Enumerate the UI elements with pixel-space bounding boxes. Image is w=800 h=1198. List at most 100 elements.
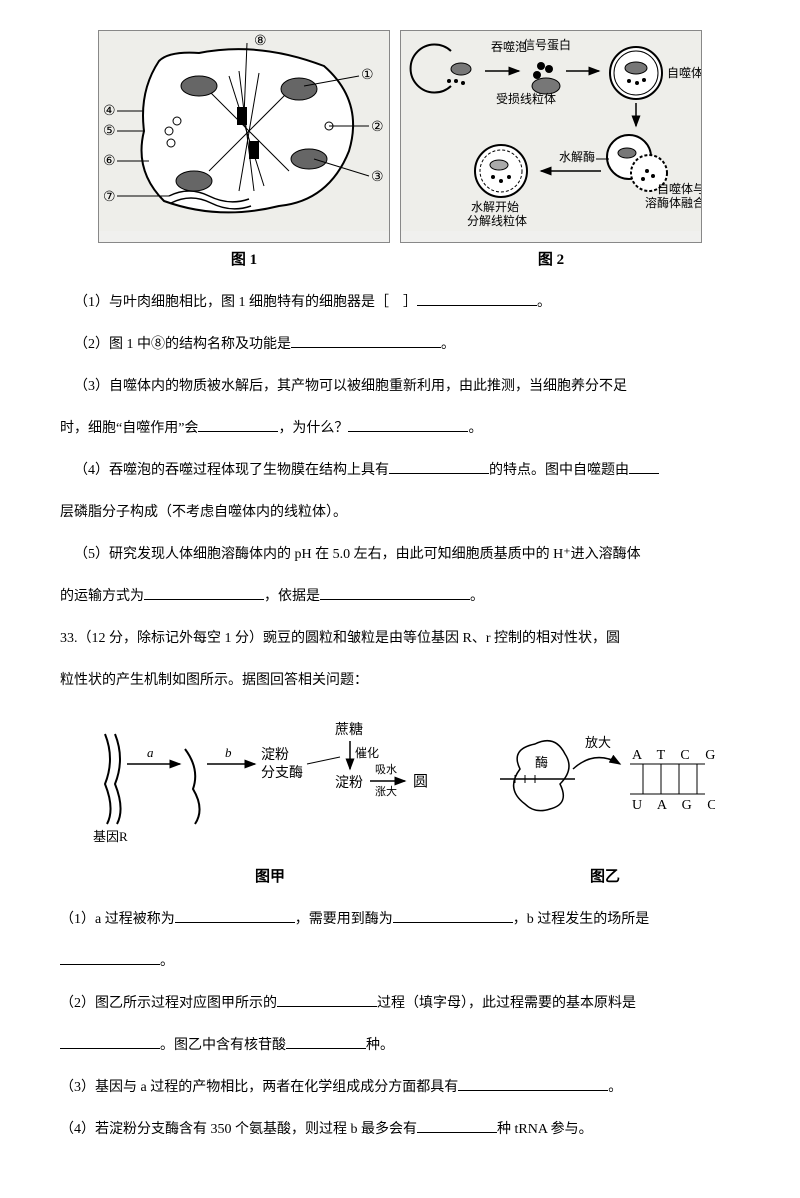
label-8: ⑧ — [254, 34, 267, 49]
q4b: 的特点。图中自噬题由 — [489, 463, 629, 478]
q4c: 层磷脂分子构成（不考虑自噬体内的线粒体）。 — [60, 505, 347, 520]
s2-blank3[interactable] — [286, 1034, 366, 1049]
label-6: ⑥ — [103, 154, 116, 169]
s1-blank2[interactable] — [393, 908, 513, 923]
s1d: 。 — [160, 954, 174, 969]
figure-row-2: 基因R a b 淀粉 分支酶 蔗糖 催化 淀粉 — [60, 709, 740, 892]
s2a: （2）图乙所示过程对应图甲所示的 — [60, 996, 277, 1011]
autophagy-svg: 吞噬泡 信号蛋白 受损线粒体 — [401, 31, 701, 231]
figyi-svg: 酶 放大 A T C G U A G C — [495, 709, 715, 849]
label-3: ③ — [371, 170, 384, 185]
fig1-caption: 图 1 — [98, 243, 390, 275]
s3: （3）基因与 a 过程的产物相比，两者在化学组成成分方面都具有 。 — [60, 1074, 740, 1102]
figyi-caption: 图乙 — [495, 860, 715, 892]
s4-blank[interactable] — [417, 1118, 497, 1133]
s2b: 过程（填字母），此过程需要的基本原料是 — [377, 996, 636, 1011]
label-7: ⑦ — [103, 190, 116, 205]
q33a: 33.（12 分，除标记外每空 1 分）豌豆的圆粒和皱粒是由等位基因 R、r 控… — [60, 631, 620, 646]
fig2-begin1: 水解开始 — [471, 200, 519, 214]
mei: 酶 — [535, 755, 548, 770]
fig2-hydrolase: 水解酶 — [559, 149, 595, 164]
figjia-svg: 基因R a b 淀粉 分支酶 蔗糖 催化 淀粉 — [85, 709, 455, 849]
q5c: ，依据是 — [264, 589, 320, 604]
sucrose: 蔗糖 — [335, 722, 363, 738]
q3a: （3）自噬体内的物质被水解后，其产物可以被细胞重新利用，由此推测，当细胞养分不足 — [74, 379, 627, 394]
swell: 涨大 — [375, 784, 397, 798]
fig2-fus1: 自噬体与 — [657, 181, 701, 196]
q5-line2: 的运输方式为 ，依据是 。 — [60, 583, 740, 611]
fig1-box: ⑧ ① ② ③ ④ ⑤ ⑥ ⑦ — [98, 30, 390, 243]
s1b: ，需要用到酶为 — [295, 912, 393, 927]
q1-end: 。 — [537, 295, 551, 310]
figyi-wrapper: 酶 放大 A T C G U A G C 图乙 — [495, 709, 715, 892]
fig2-auto: 自噬体 — [667, 65, 701, 80]
figure-row-1: ⑧ ① ② ③ ④ ⑤ ⑥ ⑦ 图 1 — [60, 30, 740, 275]
cell-diagram-svg: ⑧ ① ② ③ ④ ⑤ ⑥ ⑦ — [99, 31, 389, 231]
s3a: （3）基因与 a 过程的产物相比，两者在化学组成成分方面都具有 — [60, 1080, 458, 1095]
row2: U A G C — [632, 798, 715, 813]
round: 圆 — [413, 774, 428, 790]
q5d: 。 — [470, 589, 484, 604]
q1-text: （1）与叶肉细胞相比，图 1 细胞特有的细胞器是［ ］ — [74, 295, 417, 310]
s4b: 种 tRNA 参与。 — [497, 1122, 593, 1137]
s4a: （4）若淀粉分支酶含有 350 个氨基酸，则过程 b 最多会有 — [60, 1122, 417, 1137]
q3d: 。 — [468, 421, 482, 436]
fig2-damaged: 受损线粒体 — [496, 91, 556, 106]
q4-blank2[interactable] — [629, 459, 659, 474]
s3b: 。 — [608, 1080, 622, 1095]
q4-line2: 层磷脂分子构成（不考虑自噬体内的线粒体）。 — [60, 499, 740, 527]
s1a: （1）a 过程被称为 — [60, 912, 175, 927]
q1-blank[interactable] — [417, 291, 537, 306]
starch: 淀粉 — [335, 775, 363, 791]
fig2-phago: 吞噬泡 — [491, 39, 527, 54]
q33-line2: 粒性状的产生机制如图所示。据图回答相关问题： — [60, 667, 740, 695]
s1: （1）a 过程被称为 ，需要用到酶为 ，b 过程发生的场所是 — [60, 906, 740, 934]
q3-line2: 时，细胞“自噬作用”会 ，为什么？ 。 — [60, 415, 740, 443]
label-5: ⑤ — [103, 124, 116, 139]
q2-end: 。 — [441, 337, 455, 352]
fig2-box: 吞噬泡 信号蛋白 受损线粒体 — [400, 30, 702, 243]
figjia-wrapper: 基因R a b 淀粉 分支酶 蔗糖 催化 淀粉 — [85, 709, 455, 892]
s2c: 。图乙中含有核苷酸 — [160, 1038, 286, 1053]
s4: （4）若淀粉分支酶含有 350 个氨基酸，则过程 b 最多会有 种 tRNA 参与… — [60, 1116, 740, 1144]
s2-blank1[interactable] — [277, 992, 377, 1007]
enlarge: 放大 — [585, 735, 611, 750]
q5b: 的运输方式为 — [60, 589, 144, 604]
q1: （1）与叶肉细胞相比，图 1 细胞特有的细胞器是［ ］ 。 — [60, 289, 740, 317]
label-4: ④ — [103, 104, 116, 119]
q4-line1: （4）吞噬泡的吞噬过程体现了生物膜在结构上具有 的特点。图中自噬题由 — [60, 457, 740, 485]
q2-blank[interactable] — [291, 333, 441, 348]
q3-blank2[interactable] — [348, 417, 468, 432]
s1-blank1[interactable] — [175, 908, 295, 923]
enzyme1: 淀粉 — [261, 747, 289, 763]
q2: （2）图 1 中⑧的结构名称及功能是 。 — [60, 331, 740, 359]
fig1-wrapper: ⑧ ① ② ③ ④ ⑤ ⑥ ⑦ 图 1 — [98, 30, 390, 275]
s2d: 种。 — [366, 1038, 394, 1053]
cat: 催化 — [355, 746, 379, 760]
q5-blank2[interactable] — [320, 585, 470, 600]
fig2-begin2: 分解线粒体 — [467, 213, 527, 228]
s2-line2: 。图乙中含有核苷酸 种。 — [60, 1032, 740, 1060]
s3-blank[interactable] — [458, 1076, 608, 1091]
label-1: ① — [361, 68, 374, 83]
q3b: 时，细胞“自噬作用”会 — [60, 421, 198, 436]
figjia-caption: 图甲 — [85, 860, 455, 892]
figure-block-1: ⑧ ① ② ③ ④ ⑤ ⑥ ⑦ 图 1 — [60, 30, 740, 275]
s2-blank2[interactable] — [60, 1034, 160, 1049]
fig2-wrapper: 吞噬泡 信号蛋白 受损线粒体 — [400, 30, 702, 275]
q33-line1: 33.（12 分，除标记外每空 1 分）豌豆的圆粒和皱粒是由等位基因 R、r 控… — [60, 625, 740, 653]
s1-blank3[interactable] — [60, 950, 160, 965]
q4a: （4）吞噬泡的吞噬过程体现了生物膜在结构上具有 — [74, 463, 389, 478]
q5-line1: （5）研究发现人体细胞溶酶体内的 pH 在 5.0 左右，由此可知细胞质基质中的… — [60, 541, 740, 569]
s1c: ，b 过程发生的场所是 — [513, 912, 650, 927]
s2: （2）图乙所示过程对应图甲所示的 过程（填字母），此过程需要的基本原料是 — [60, 990, 740, 1018]
q5-blank1[interactable] — [144, 585, 264, 600]
fig2-fus2: 溶酶体融合 — [645, 195, 701, 210]
q3-line1: （3）自噬体内的物质被水解后，其产物可以被细胞重新利用，由此推测，当细胞养分不足 — [60, 373, 740, 401]
q3-blank1[interactable] — [198, 417, 278, 432]
q3c: ，为什么？ — [278, 421, 348, 436]
geneR: 基因R — [93, 829, 128, 844]
page: ⑧ ① ② ③ ④ ⑤ ⑥ ⑦ 图 1 — [0, 0, 800, 1198]
q2-text: （2）图 1 中⑧的结构名称及功能是 — [74, 337, 291, 352]
q4-blank1[interactable] — [389, 459, 489, 474]
